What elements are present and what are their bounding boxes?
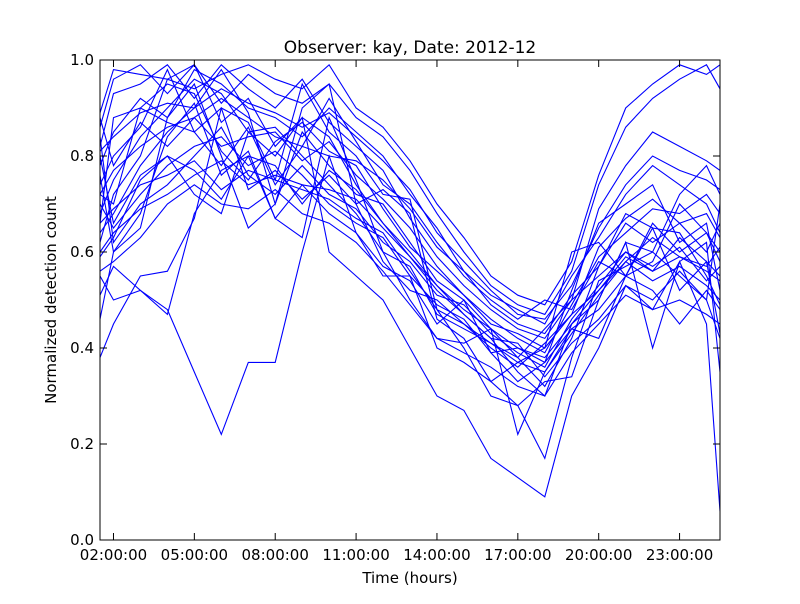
y-tick-label: 0.6 [70,243,94,261]
x-tick-label: 20:00:00 [565,546,632,564]
series-line-21 [100,160,720,373]
series-line-11 [100,83,720,349]
x-tick-label: 05:00:00 [161,546,228,564]
series-line-24 [100,160,720,359]
series-line-14 [100,68,720,325]
series-line-20 [100,63,720,306]
series-line-16 [100,64,720,340]
series-line-17 [100,126,720,368]
ticks-layer: 02:00:00 05:00:00 08:00:00 11:00:00 14:00:00… [70,51,720,564]
x-tick-label: 23:00:00 [646,546,713,564]
y-tick-label: 1.0 [70,51,94,69]
y-tick-label: 0.4 [70,339,94,357]
x-tick-label: 17:00:00 [484,546,551,564]
y-tick-label: 0.2 [70,435,94,453]
y-axis-label: Normalized detection count [42,196,60,404]
x-tick-label: 11:00:00 [322,546,389,564]
series-line-12 [100,68,720,320]
series-line-1 [100,82,720,460]
chart-title: Observer: kay, Date: 2012-12 [284,38,536,58]
x-axis-label: Time (hours) [361,569,457,587]
x-tick-label: 08:00:00 [242,546,309,564]
x-tick-label: 02:00:00 [80,546,147,564]
series-line-22 [100,184,720,397]
series-line-25 [100,88,720,320]
x-tick-label: 14:00:00 [403,546,470,564]
y-tick-label: 0.0 [70,531,94,549]
plot-frame [99,59,721,541]
series-line-13 [100,102,720,383]
series-line-23 [100,97,720,335]
y-tick-label: 0.8 [70,147,94,165]
